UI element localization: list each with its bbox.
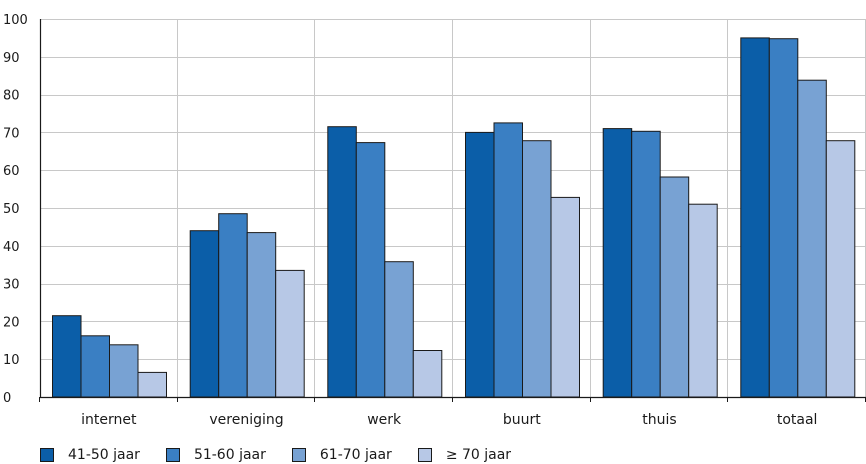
bar-vereniging-series-1 [189, 230, 220, 398]
legend-label: 41-50 jaar [68, 447, 140, 463]
x-category-label: werk [367, 412, 402, 428]
y-tick-label: 60 [3, 164, 20, 179]
y-tick-label: 90 [3, 51, 20, 66]
bar-thuis-series-4 [688, 203, 718, 398]
legend-swatch [40, 448, 54, 462]
y-tick-label: 100 [3, 13, 28, 28]
legend-swatch [165, 448, 180, 462]
y-tick-label: 80 [3, 89, 20, 104]
bar-totaal-series-3 [797, 79, 827, 398]
grid-lines [40, 19, 866, 398]
legend: 41-50 jaar 51-60 jaar 61-70 jaar ≥ 70 jaar [40, 447, 537, 463]
legend-swatch [291, 448, 306, 462]
y-tick-label: 0 [3, 391, 11, 406]
legend-swatch [417, 448, 432, 462]
y-tick-label: 50 [3, 202, 20, 217]
legend-item: 61-70 jaar [291, 447, 392, 463]
bar-werk-series-3 [384, 261, 414, 398]
legend-label: 61-70 jaar [319, 447, 392, 463]
bar-werk-series-1 [327, 126, 357, 398]
legend-label: ≥ 70 jaar [445, 447, 512, 463]
bar-vereniging-series-4 [275, 269, 305, 398]
y-tick-label: 20 [3, 315, 20, 330]
x-category-label: vereniging [209, 412, 283, 428]
x-category-label: totaal [777, 412, 818, 428]
bar-werk-series-2 [355, 142, 386, 398]
x-category-label: buurt [503, 412, 541, 428]
y-tick-label: 70 [3, 126, 20, 141]
bar-vereniging-series-3 [246, 232, 277, 398]
bar-totaal-series-1 [740, 37, 770, 398]
category-labels: internet vereniging werk buurt thuis totaal [81, 412, 817, 428]
bar-thuis-series-2 [631, 130, 661, 398]
axes [39, 19, 866, 402]
x-category-label: internet [81, 412, 137, 428]
y-tick-label: 10 [3, 353, 20, 368]
bar-buurt-series-4 [550, 196, 580, 398]
legend-item: ≥ 70 jaar [417, 447, 512, 463]
bar-internet-series-4 [137, 371, 167, 398]
bar-buurt-series-3 [522, 140, 552, 398]
legend-item: 41-50 jaar [40, 447, 140, 463]
bar-totaal-series-2 [768, 38, 799, 398]
bar-internet-series-2 [80, 335, 110, 398]
bar-internet-series-1 [52, 315, 82, 398]
legend-item: 51-60 jaar [165, 447, 266, 463]
bar-thuis-series-1 [602, 128, 633, 398]
bars [52, 37, 856, 398]
bar-buurt-series-1 [465, 131, 495, 398]
bar-totaal-series-4 [825, 140, 856, 398]
bar-buurt-series-2 [493, 122, 523, 398]
y-tick-label: 30 [3, 278, 20, 293]
y-axis-ticks: 0 10 20 30 40 50 60 70 80 90 100 [3, 13, 28, 406]
x-category-label: thuis [642, 412, 676, 428]
bar-chart: 0 10 20 30 40 50 60 70 80 90 100 internet verenigin… [3, 13, 866, 428]
y-tick-label: 40 [3, 240, 20, 255]
bar-werk-series-4 [412, 350, 443, 398]
legend-label: 51-60 jaar [193, 447, 266, 463]
bar-thuis-series-3 [659, 176, 690, 398]
bar-internet-series-3 [109, 344, 139, 398]
bar-vereniging-series-2 [218, 213, 248, 398]
